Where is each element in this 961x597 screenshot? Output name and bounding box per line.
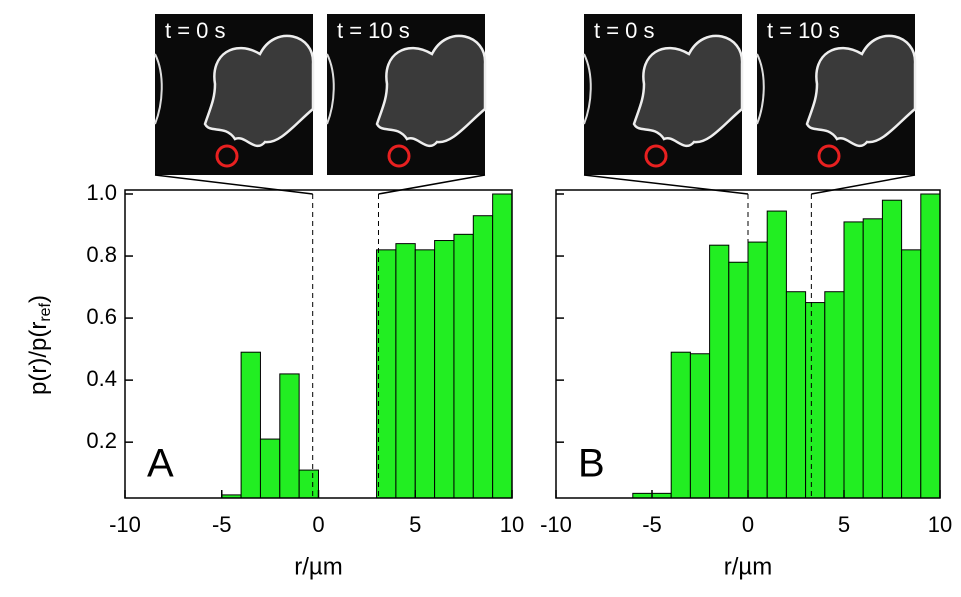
x-tick-label: -5 xyxy=(212,512,232,537)
y-tick-label: 0.6 xyxy=(86,304,117,329)
x-tick-label: 5 xyxy=(838,512,850,537)
x-tick-label: -10 xyxy=(540,512,572,537)
bar xyxy=(709,244,730,499)
inset-label: t = 10 s xyxy=(767,18,840,43)
y-tick-label: 0.8 xyxy=(86,242,117,267)
bar xyxy=(881,199,903,499)
bar xyxy=(689,353,711,499)
bar xyxy=(240,351,261,499)
x-tick-label: 10 xyxy=(928,512,952,537)
bar xyxy=(395,243,416,499)
x-tick-label: 10 xyxy=(500,512,524,537)
x-axis-label: r/µm xyxy=(724,553,772,580)
connector xyxy=(583,174,749,195)
bar xyxy=(414,249,436,499)
y-tick-label: 1.0 xyxy=(86,180,117,205)
bar xyxy=(472,215,494,499)
bar xyxy=(862,218,883,499)
connector xyxy=(378,174,486,195)
bar xyxy=(766,210,787,499)
panel-label: A xyxy=(147,442,174,486)
inset-label: t = 10 s xyxy=(337,18,410,43)
bar xyxy=(785,291,807,499)
connector xyxy=(154,174,313,195)
bar xyxy=(279,373,300,499)
x-tick-label: -10 xyxy=(109,512,141,537)
bar xyxy=(298,469,319,499)
bar xyxy=(453,233,474,499)
bar xyxy=(805,302,826,499)
panel-label: B xyxy=(578,442,605,486)
bar xyxy=(259,438,281,499)
y-axis-label: p(r)/p(rref) xyxy=(25,295,54,395)
bar xyxy=(824,291,845,499)
bar xyxy=(728,261,749,499)
bar xyxy=(670,351,691,499)
bar xyxy=(376,249,397,499)
bar xyxy=(901,249,922,499)
bar xyxy=(843,221,864,499)
y-tick-label: 0.2 xyxy=(86,428,117,453)
x-tick-label: -5 xyxy=(642,512,662,537)
inset-label: t = 0 s xyxy=(165,18,226,43)
x-axis-label: r/µm xyxy=(294,553,342,580)
x-tick-label: 0 xyxy=(312,512,324,537)
bar xyxy=(747,241,768,499)
x-tick-label: 0 xyxy=(742,512,754,537)
inset-label: t = 0 s xyxy=(594,18,655,43)
connector xyxy=(811,174,916,195)
bar xyxy=(492,193,513,499)
bar xyxy=(434,240,455,499)
y-tick-label: 0.4 xyxy=(86,366,117,391)
bar xyxy=(920,193,941,499)
x-tick-label: 5 xyxy=(409,512,421,537)
